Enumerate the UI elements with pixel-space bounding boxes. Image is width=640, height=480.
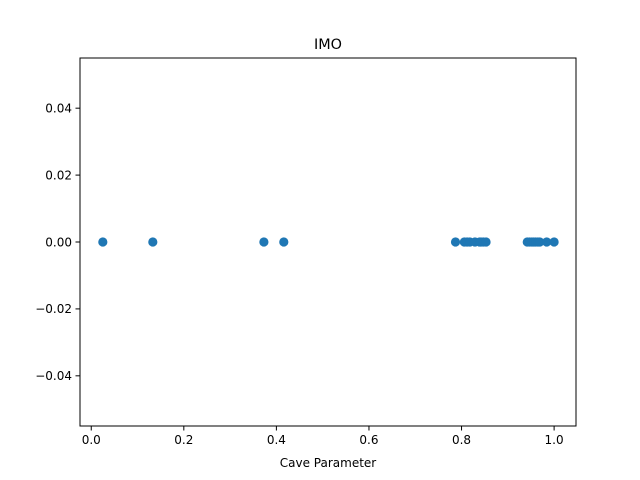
data-point — [542, 237, 552, 247]
data-point — [450, 237, 461, 247]
x-axis-ticks: 0.0 0.2 0.4 0.6 0.8 1.0 — [82, 426, 564, 447]
x-tick-label: 0.0 — [82, 433, 101, 447]
y-tick-label: 0.00 — [45, 235, 72, 249]
x-tick-label: 0.4 — [267, 433, 286, 447]
data-point — [535, 237, 545, 247]
x-tick-label: 0.2 — [174, 433, 193, 447]
data-point — [549, 237, 559, 247]
data-point — [279, 237, 289, 247]
y-tick-label: 0.04 — [45, 101, 72, 115]
y-tick-label: −0.04 — [35, 369, 72, 383]
x-tick-label: 0.8 — [452, 433, 471, 447]
y-axis-ticks: −0.04 −0.02 0.00 0.02 0.04 — [35, 101, 80, 383]
x-axis-label: Cave Parameter — [280, 456, 377, 470]
y-tick-label: 0.02 — [45, 168, 72, 182]
x-tick-label: 1.0 — [545, 433, 564, 447]
y-tick-label: −0.02 — [35, 302, 72, 316]
data-point — [481, 237, 491, 247]
plot-area — [79, 57, 577, 427]
data-point — [98, 237, 108, 247]
data-point — [259, 237, 269, 247]
chart-title: IMO — [314, 37, 342, 53]
data-point — [148, 237, 158, 247]
x-tick-label: 0.6 — [359, 433, 378, 447]
